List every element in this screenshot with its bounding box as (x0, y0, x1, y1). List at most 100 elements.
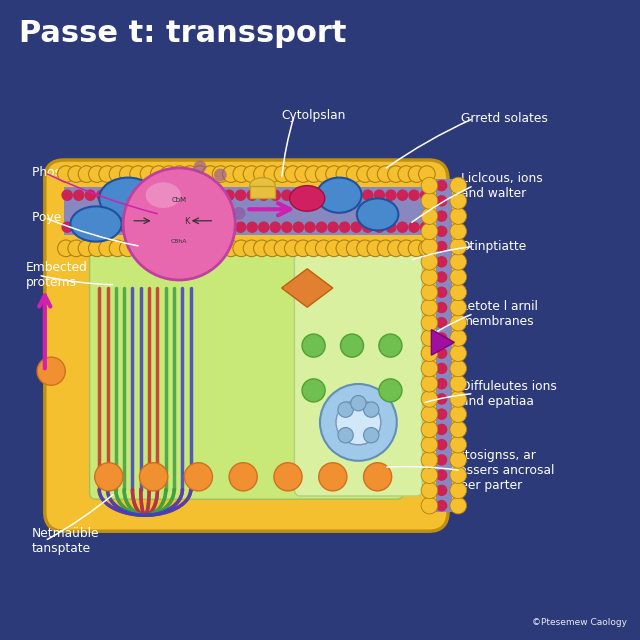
Circle shape (408, 166, 425, 182)
Circle shape (316, 189, 327, 201)
Circle shape (78, 240, 95, 257)
Circle shape (246, 189, 258, 201)
Circle shape (338, 402, 353, 417)
Circle shape (166, 189, 177, 201)
Circle shape (450, 177, 467, 194)
Circle shape (171, 240, 188, 257)
Ellipse shape (99, 177, 157, 219)
FancyBboxPatch shape (294, 253, 422, 496)
Bar (429, 179, 460, 512)
Circle shape (398, 166, 415, 182)
Circle shape (421, 360, 438, 377)
Circle shape (191, 240, 208, 257)
Circle shape (436, 500, 447, 511)
Circle shape (421, 421, 438, 438)
Circle shape (336, 240, 353, 257)
Circle shape (421, 238, 438, 255)
Circle shape (450, 193, 467, 209)
Circle shape (108, 189, 119, 201)
Circle shape (177, 189, 189, 201)
Circle shape (212, 189, 223, 201)
Circle shape (436, 301, 447, 313)
Circle shape (436, 180, 447, 191)
Circle shape (421, 376, 438, 392)
Circle shape (397, 189, 408, 201)
Polygon shape (282, 269, 333, 307)
Circle shape (119, 221, 131, 233)
Circle shape (68, 166, 84, 182)
Bar (64, 171, 429, 187)
Circle shape (229, 463, 257, 491)
Circle shape (212, 221, 223, 233)
Circle shape (436, 424, 447, 435)
Circle shape (450, 497, 467, 514)
Circle shape (140, 240, 157, 257)
Circle shape (398, 240, 415, 257)
Circle shape (436, 439, 447, 451)
Bar (452, 179, 460, 512)
Circle shape (295, 166, 312, 182)
Circle shape (351, 396, 366, 411)
Circle shape (436, 317, 447, 328)
Ellipse shape (289, 186, 325, 211)
Circle shape (161, 166, 177, 182)
Circle shape (436, 287, 447, 298)
Circle shape (450, 284, 467, 301)
Circle shape (351, 221, 362, 233)
Circle shape (269, 189, 281, 201)
Circle shape (166, 221, 177, 233)
Circle shape (378, 240, 394, 257)
Circle shape (302, 334, 325, 357)
Circle shape (73, 189, 84, 201)
Circle shape (436, 256, 447, 268)
Circle shape (450, 421, 467, 438)
Circle shape (246, 221, 258, 233)
Circle shape (385, 221, 397, 233)
Circle shape (319, 463, 347, 491)
Circle shape (436, 241, 447, 252)
Circle shape (420, 189, 431, 201)
Ellipse shape (317, 177, 362, 212)
Text: Dytosignss, ar
plessers ancrosal
oreer parter: Dytosignss, ar plessers ancrosal oreer p… (448, 449, 554, 492)
Circle shape (450, 238, 467, 255)
Circle shape (450, 314, 467, 331)
Circle shape (302, 379, 325, 402)
Circle shape (120, 240, 136, 257)
Circle shape (281, 189, 292, 201)
Circle shape (95, 463, 123, 491)
Circle shape (316, 166, 332, 182)
Circle shape (436, 332, 447, 344)
Circle shape (421, 177, 438, 194)
Text: Letote l arnil
membranes: Letote l arnil membranes (461, 300, 538, 328)
Circle shape (154, 221, 166, 233)
Circle shape (421, 193, 438, 209)
Circle shape (364, 463, 392, 491)
Circle shape (419, 166, 435, 182)
Circle shape (253, 166, 270, 182)
Circle shape (450, 223, 467, 239)
Circle shape (388, 240, 404, 257)
Bar (64, 179, 429, 243)
Circle shape (336, 166, 353, 182)
Circle shape (450, 208, 467, 225)
Circle shape (84, 221, 96, 233)
Ellipse shape (70, 206, 122, 242)
Ellipse shape (146, 182, 180, 208)
Circle shape (421, 345, 438, 362)
Circle shape (109, 240, 126, 257)
Text: Cytolpslan: Cytolpslan (282, 109, 346, 122)
Circle shape (223, 189, 235, 201)
Circle shape (274, 166, 291, 182)
Bar (64, 235, 429, 251)
Circle shape (421, 390, 438, 407)
Circle shape (421, 284, 438, 301)
Circle shape (84, 189, 96, 201)
Circle shape (304, 221, 316, 233)
Text: Netmaüble
tansptate: Netmaüble tansptate (32, 527, 99, 555)
Circle shape (450, 452, 467, 468)
Circle shape (436, 408, 447, 420)
Polygon shape (431, 330, 454, 355)
Circle shape (388, 166, 404, 182)
Circle shape (374, 189, 385, 201)
Circle shape (109, 166, 126, 182)
